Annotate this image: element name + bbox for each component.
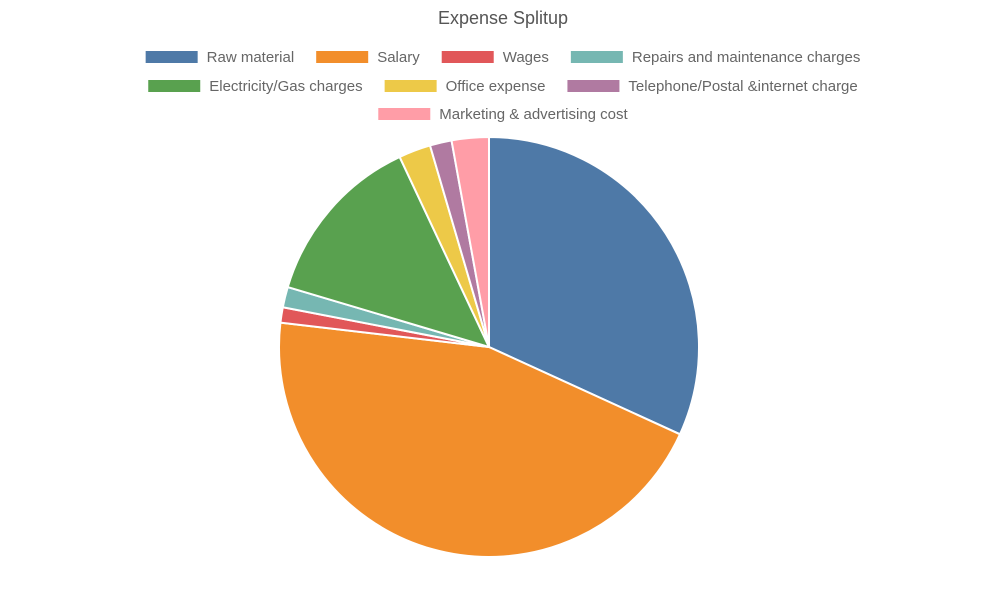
legend-swatch: [567, 80, 620, 92]
legend-item[interactable]: Telephone/Postal &internet charge: [567, 78, 858, 95]
legend-label: Marketing & advertising cost: [439, 106, 628, 123]
legend-swatch: [145, 51, 198, 63]
legend-item[interactable]: Office expense: [384, 78, 546, 95]
pie-slice[interactable]: [450, 135, 490, 348]
legend-item[interactable]: Salary: [316, 49, 420, 66]
legend-item[interactable]: Electricity/Gas charges: [148, 78, 363, 95]
legend-label: Raw material: [207, 49, 295, 66]
legend-swatch: [378, 108, 431, 120]
legend-swatch: [570, 51, 623, 63]
legend-swatch: [384, 80, 437, 92]
legend-item[interactable]: Raw material: [145, 49, 295, 66]
pie-slice[interactable]: [488, 135, 700, 436]
legend-item[interactable]: Repairs and maintenance charges: [570, 49, 860, 66]
pie: [278, 135, 700, 558]
legend-label: Electricity/Gas charges: [209, 78, 362, 95]
legend: Raw material Salary Wages Repairs and maint…: [145, 49, 860, 123]
legend-swatch: [441, 51, 494, 63]
legend-label: Office expense: [446, 78, 546, 95]
pie-slice[interactable]: [278, 321, 682, 558]
legend-label: Wages: [503, 49, 549, 66]
legend-label: Salary: [377, 49, 420, 66]
pie-slice[interactable]: [286, 155, 491, 349]
legend-label: Repairs and maintenance charges: [632, 49, 860, 66]
legend-label: Telephone/Postal &internet charge: [628, 78, 857, 95]
legend-swatch: [148, 80, 201, 92]
legend-item[interactable]: Wages: [441, 49, 549, 66]
legend-swatch: [316, 51, 369, 63]
legend-item[interactable]: Marketing & advertising cost: [378, 106, 629, 123]
chart-title: Expense Splitup: [437, 8, 569, 28]
